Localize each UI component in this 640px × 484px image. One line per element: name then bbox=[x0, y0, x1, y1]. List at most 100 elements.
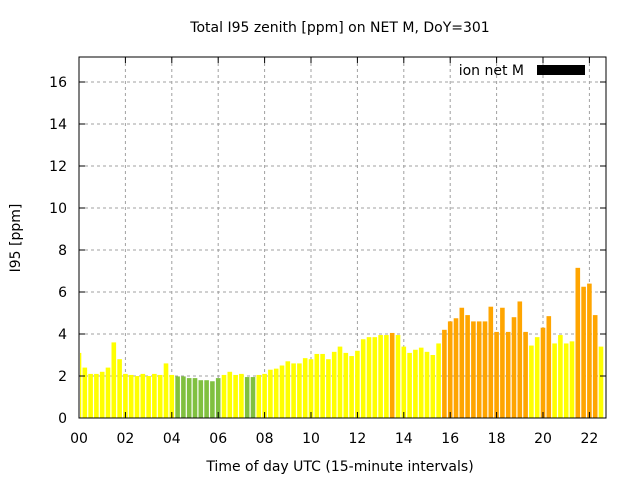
bar bbox=[140, 373, 146, 418]
bar bbox=[302, 358, 308, 418]
bar bbox=[94, 373, 99, 418]
bar bbox=[366, 337, 372, 418]
bar bbox=[268, 369, 273, 418]
bar bbox=[500, 307, 505, 418]
bar bbox=[378, 335, 383, 418]
bar bbox=[372, 337, 378, 418]
bar bbox=[123, 373, 128, 418]
bar bbox=[82, 367, 88, 418]
bar bbox=[563, 343, 569, 418]
bar bbox=[152, 373, 157, 418]
bar bbox=[105, 367, 111, 418]
bar bbox=[181, 376, 186, 418]
bar bbox=[233, 374, 238, 418]
bar bbox=[186, 378, 192, 418]
bar bbox=[210, 381, 215, 418]
bar bbox=[250, 377, 256, 418]
bar bbox=[569, 341, 575, 418]
x-tick-label: 02 bbox=[116, 431, 134, 447]
x-tick-label: 06 bbox=[209, 431, 227, 447]
bar bbox=[331, 351, 337, 418]
x-tick-label: 10 bbox=[302, 431, 320, 447]
bar bbox=[146, 376, 151, 418]
bar bbox=[407, 352, 412, 418]
x-axis-label: Time of day UTC (15-minute intervals) bbox=[205, 459, 473, 475]
x-tick-label: 16 bbox=[441, 431, 459, 447]
bar bbox=[488, 306, 494, 418]
bar bbox=[239, 373, 244, 418]
bar bbox=[111, 342, 117, 418]
x-tick-label: 22 bbox=[580, 431, 598, 447]
bar bbox=[418, 347, 424, 418]
bar bbox=[592, 315, 598, 418]
bar bbox=[517, 301, 523, 418]
plot-frame bbox=[78, 56, 607, 419]
bar bbox=[430, 355, 436, 418]
bar bbox=[575, 267, 581, 418]
bar bbox=[88, 373, 93, 418]
bar bbox=[424, 351, 430, 418]
bar bbox=[395, 335, 401, 418]
bar bbox=[540, 327, 546, 418]
bar bbox=[413, 349, 418, 418]
bar bbox=[476, 321, 482, 418]
bar bbox=[523, 331, 528, 418]
bar bbox=[262, 373, 267, 418]
bar bbox=[546, 316, 552, 418]
bar bbox=[389, 332, 395, 418]
x-tick-label: 04 bbox=[163, 431, 181, 447]
x-tick-label: 08 bbox=[256, 431, 274, 447]
bar bbox=[453, 318, 459, 418]
bar bbox=[581, 286, 586, 418]
bar bbox=[157, 374, 163, 418]
bar bbox=[442, 329, 447, 418]
bar bbox=[598, 346, 604, 418]
bar bbox=[401, 346, 407, 418]
bar bbox=[273, 368, 279, 418]
bar bbox=[99, 371, 105, 418]
bar bbox=[587, 283, 592, 418]
bar bbox=[320, 353, 325, 418]
bar bbox=[297, 363, 302, 418]
x-tick-label: 12 bbox=[348, 431, 366, 447]
bar bbox=[436, 343, 441, 418]
bar bbox=[279, 365, 285, 418]
bar bbox=[465, 315, 470, 418]
bar bbox=[221, 374, 227, 418]
y-tick-label: 2 bbox=[58, 369, 67, 385]
bar bbox=[494, 331, 499, 418]
bar bbox=[204, 380, 209, 418]
y-tick-label: 16 bbox=[49, 75, 67, 91]
legend-label: ion net M bbox=[459, 63, 524, 79]
x-tick-label: 18 bbox=[488, 431, 506, 447]
chart-title: Total I95 zenith [ppm] on NET M, DoY=301 bbox=[189, 20, 489, 36]
bar bbox=[447, 321, 453, 418]
bar bbox=[244, 377, 250, 418]
bar bbox=[482, 321, 488, 418]
bar bbox=[163, 363, 169, 418]
bar bbox=[80, 352, 82, 418]
bar bbox=[534, 337, 540, 418]
bar bbox=[529, 345, 534, 418]
bar bbox=[459, 307, 465, 418]
bar bbox=[256, 374, 262, 418]
bar bbox=[505, 331, 511, 418]
bar bbox=[198, 380, 204, 418]
bar bbox=[169, 374, 175, 418]
bar bbox=[134, 376, 140, 418]
bar bbox=[128, 374, 134, 418]
bar bbox=[285, 361, 291, 418]
x-tick-label: 14 bbox=[395, 431, 413, 447]
bar bbox=[337, 346, 343, 418]
bar bbox=[227, 371, 233, 418]
bar bbox=[343, 352, 349, 418]
bar bbox=[355, 350, 360, 418]
bar bbox=[511, 317, 517, 418]
y-tick-label: 14 bbox=[49, 117, 67, 133]
x-tick-label: 20 bbox=[534, 431, 552, 447]
bar bbox=[384, 335, 389, 418]
x-tick-label: 00 bbox=[70, 431, 88, 447]
y-tick-label: 4 bbox=[58, 327, 67, 343]
